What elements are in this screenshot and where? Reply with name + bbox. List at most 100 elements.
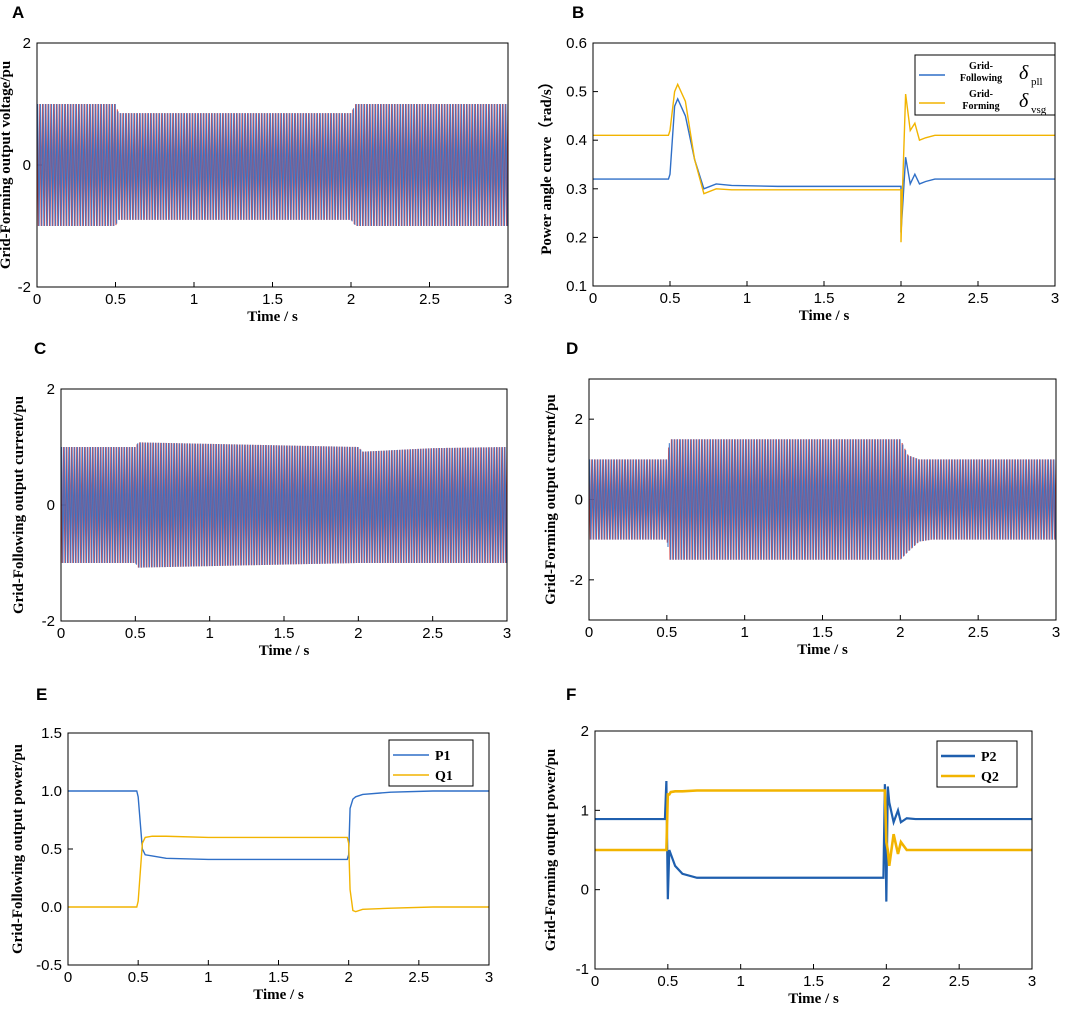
x-tick-label: 2 (896, 624, 904, 641)
legend-subscript: vsg (1031, 104, 1047, 116)
x-tick-label: 0 (589, 290, 597, 307)
plot-frame (60, 388, 508, 622)
x-axis-label: Time / s (259, 643, 310, 659)
y-tick-label: -1 (576, 961, 589, 978)
x-tick-label: 2 (347, 291, 355, 308)
x-tick-label: 1 (190, 291, 198, 308)
y-axis-label: Power angle curve（rad/s） (537, 74, 555, 255)
y-axis-label: Grid-Forming output current/pu (543, 394, 559, 605)
panel-label: C (34, 339, 46, 358)
y-axis-label: Grid-Following output current/pu (11, 396, 27, 614)
panel-b: B 0 0.5 1 1.5 2 2.5 3 0.1 0.2 0.3 0.4 0.5 0.6 Time / s… (537, 3, 1059, 324)
x-tick-label: 2.5 (949, 973, 970, 990)
x-tick-label: 1.5 (812, 624, 833, 641)
plot-frame (592, 42, 1056, 287)
x-tick-label: 0.5 (105, 291, 126, 308)
y-tick-label: 0 (575, 492, 583, 509)
series-line-p1 (68, 790, 489, 861)
y-tick-label: 2 (47, 381, 55, 398)
x-tick-label: 1.5 (262, 291, 283, 308)
y-tick-label: 0.4 (566, 132, 587, 149)
y-tick-label: 0.1 (566, 278, 587, 295)
series-line-grid-forming-vsg (593, 82, 1055, 243)
x-tick-label: 3 (485, 969, 493, 986)
panel-label: A (12, 3, 24, 22)
x-tick-label: 2 (882, 973, 890, 990)
x-tick-label: 1.5 (814, 290, 835, 307)
y-tick-label: -2 (42, 613, 55, 630)
x-tick-label: 3 (1028, 973, 1036, 990)
x-tick-label: 1 (743, 290, 751, 307)
y-tick-label: 1 (581, 802, 589, 819)
x-tick-label: 2.5 (422, 625, 443, 642)
x-tick-label: 0 (591, 973, 599, 990)
series-line-grid-following-pll (593, 97, 1055, 233)
x-tick-label: 3 (1052, 624, 1060, 641)
x-tick-label: 3 (503, 625, 511, 642)
panel-label: D (566, 339, 578, 358)
legend-label: P2 (981, 750, 997, 765)
legend-label: Q2 (981, 770, 999, 785)
x-tick-label: 1 (736, 973, 744, 990)
plot-frame (594, 730, 1033, 970)
legend-line2: Forming (962, 101, 999, 112)
y-axis-label: Grid-Forming output power/pu (543, 749, 559, 952)
x-tick-label: 2 (344, 969, 352, 986)
x-tick-label: 1.5 (803, 973, 824, 990)
legend-box (914, 54, 1056, 116)
x-tick-label: 0 (585, 624, 593, 641)
waveform-phase-blue (37, 103, 508, 227)
legend-subscript: pll (1031, 76, 1043, 88)
y-tick-label: 0.5 (566, 84, 587, 101)
legend-label: P1 (435, 749, 451, 764)
y-tick-label: 0.0 (41, 899, 62, 916)
x-tick-label: 2.5 (408, 969, 429, 986)
y-tick-label: -2 (18, 279, 31, 296)
legend-box (388, 739, 474, 787)
x-tick-label: 2 (354, 625, 362, 642)
y-tick-label: 2 (23, 35, 31, 52)
plot-frame (588, 378, 1057, 621)
legend-symbol: δ (1019, 90, 1029, 112)
waveform-phase-blue (589, 439, 1056, 560)
panel-d: D 0 0.5 1 1.5 2 2.5 3 -2 0 2 Time / s Grid-Forming o… (543, 339, 1060, 658)
x-tick-label: 1.5 (274, 625, 295, 642)
series-line-p2 (595, 780, 1032, 902)
panel-label: B (572, 3, 584, 22)
x-tick-label: 0 (33, 291, 41, 308)
legend-symbol: δ (1019, 62, 1029, 84)
y-tick-label: -2 (570, 572, 583, 589)
x-tick-label: 2.5 (968, 624, 989, 641)
x-axis-label: Time / s (788, 991, 839, 1007)
plot-frame (67, 732, 490, 966)
y-tick-label: 0.3 (566, 181, 587, 198)
x-tick-label: 1 (205, 625, 213, 642)
x-tick-label: 0.5 (656, 624, 677, 641)
x-tick-label: 0.5 (128, 969, 149, 986)
y-tick-label: 0 (581, 882, 589, 899)
panel-label: F (566, 685, 576, 704)
y-tick-label: 0 (47, 497, 55, 514)
y-tick-label: 0.6 (566, 35, 587, 52)
legend-line2: Following (960, 73, 1002, 84)
x-tick-label: 0 (57, 625, 65, 642)
y-tick-label: 0.2 (566, 229, 587, 246)
x-tick-label: 2.5 (968, 290, 989, 307)
x-tick-label: 1 (740, 624, 748, 641)
y-axis-label: Grid-Following output power/pu (10, 744, 26, 954)
waveform-group (37, 103, 508, 227)
y-tick-label: -0.5 (36, 957, 62, 974)
waveform-group (61, 442, 507, 568)
waveform-phase-blue (61, 442, 507, 568)
x-tick-label: 2.5 (419, 291, 440, 308)
x-axis-label: Time / s (247, 309, 298, 325)
legend-box (936, 740, 1018, 788)
x-tick-label: 1 (204, 969, 212, 986)
legend-line1: Grid- (969, 89, 993, 100)
